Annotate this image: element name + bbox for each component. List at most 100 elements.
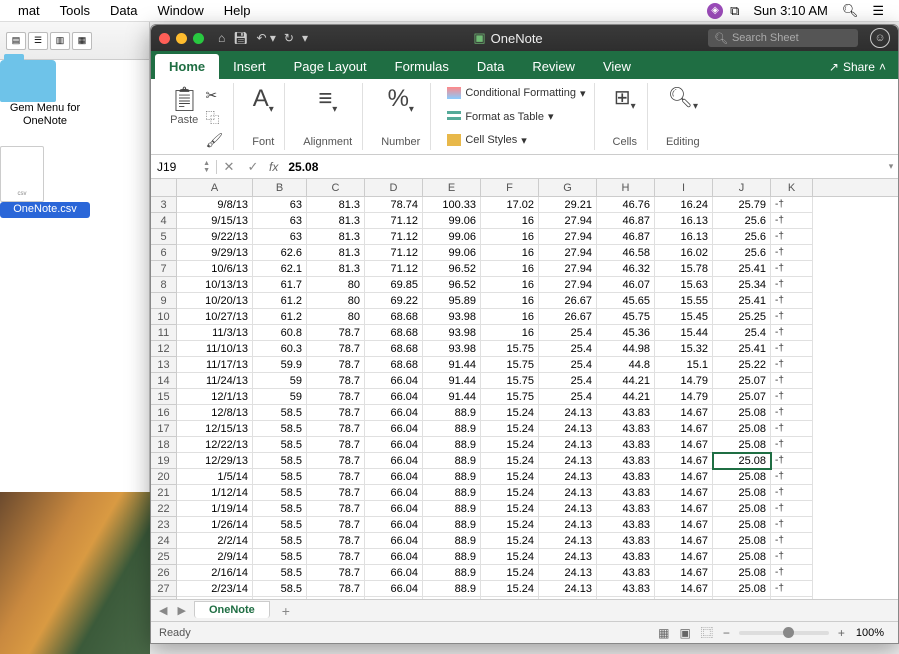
cell[interactable]: -† (771, 549, 813, 565)
cell[interactable]: 24.13 (539, 453, 597, 469)
col-header-H[interactable]: H (597, 179, 655, 196)
cell[interactable]: -† (771, 309, 813, 325)
cell[interactable]: 66.04 (365, 389, 423, 405)
cell[interactable]: 96.52 (423, 261, 481, 277)
cell[interactable]: 25.08 (713, 565, 771, 581)
tab-data[interactable]: Data (463, 54, 518, 79)
cell[interactable]: -† (771, 533, 813, 549)
home-icon[interactable]: ⌂ (218, 31, 225, 45)
cell[interactable]: 2/2/14 (177, 533, 253, 549)
cell[interactable]: 24.13 (539, 469, 597, 485)
cell[interactable]: 88.9 (423, 549, 481, 565)
cell[interactable]: 88.9 (423, 453, 481, 469)
cell[interactable]: 43.83 (597, 453, 655, 469)
cell[interactable]: 15.24 (481, 453, 539, 469)
row-header[interactable]: 15 (151, 389, 177, 405)
cell[interactable]: 25.41 (713, 341, 771, 357)
row-header[interactable]: 6 (151, 245, 177, 261)
cell[interactable]: 93.98 (423, 341, 481, 357)
cell[interactable]: 15.75 (481, 341, 539, 357)
cell[interactable]: 10/6/13 (177, 261, 253, 277)
cell[interactable]: 16 (481, 325, 539, 341)
cell[interactable]: 43.83 (597, 437, 655, 453)
cell[interactable]: -† (771, 389, 813, 405)
cell[interactable]: -† (771, 485, 813, 501)
cell[interactable]: 88.9 (423, 469, 481, 485)
name-box-stepper-icon[interactable]: ▲▼ (203, 160, 210, 174)
row-header[interactable]: 17 (151, 421, 177, 437)
cell[interactable]: 25.4 (539, 341, 597, 357)
cell[interactable]: 78.7 (307, 421, 365, 437)
tab-insert[interactable]: Insert (219, 54, 280, 79)
minimize-button[interactable] (176, 33, 187, 44)
cell[interactable]: 60.8 (253, 325, 307, 341)
cell[interactable]: 14.67 (655, 469, 713, 485)
cell[interactable]: 25.08 (713, 501, 771, 517)
cell[interactable]: 16.02 (655, 245, 713, 261)
cell[interactable]: 78.7 (307, 325, 365, 341)
cell[interactable]: 10/20/13 (177, 293, 253, 309)
cell[interactable]: -† (771, 437, 813, 453)
cell[interactable]: 24.13 (539, 565, 597, 581)
cell-styles-button[interactable]: Cell Styles ▾ (447, 132, 527, 148)
cell[interactable]: -† (771, 341, 813, 357)
cell[interactable]: 100.33 (423, 197, 481, 213)
cell[interactable]: 66.04 (365, 453, 423, 469)
redo-icon[interactable]: ↻ (284, 31, 294, 45)
cell[interactable]: 12/8/13 (177, 405, 253, 421)
cell[interactable]: 58.5 (253, 485, 307, 501)
fx-icon[interactable]: fx (265, 160, 282, 174)
cell[interactable]: 45.36 (597, 325, 655, 341)
view-gallery-button[interactable]: ▦ (72, 32, 92, 50)
col-header-I[interactable]: I (655, 179, 713, 196)
cell[interactable]: 58.5 (253, 501, 307, 517)
cell[interactable]: 16 (481, 309, 539, 325)
cell[interactable]: 58.5 (253, 549, 307, 565)
cell[interactable]: 78.74 (365, 197, 423, 213)
tab-page-layout[interactable]: Page Layout (280, 54, 381, 79)
cell[interactable]: 16 (481, 245, 539, 261)
cell[interactable]: 25.08 (713, 533, 771, 549)
cell[interactable]: 58.5 (253, 421, 307, 437)
cell[interactable]: 66.04 (365, 405, 423, 421)
cell[interactable]: 69.85 (365, 277, 423, 293)
cell[interactable]: 43.83 (597, 485, 655, 501)
displays-icon[interactable]: ⧉ (723, 3, 746, 19)
share-button[interactable]: ↗ Share ˄ (817, 55, 898, 79)
cell[interactable]: 25.08 (713, 469, 771, 485)
cell[interactable]: -† (771, 421, 813, 437)
cell[interactable]: 71.12 (365, 229, 423, 245)
cell[interactable]: 66.04 (365, 581, 423, 597)
tab-nav-next[interactable]: ▶ (175, 604, 187, 617)
cell[interactable]: -† (771, 581, 813, 597)
cell[interactable]: 88.9 (423, 421, 481, 437)
col-header-F[interactable]: F (481, 179, 539, 196)
cell[interactable]: 15.24 (481, 501, 539, 517)
tab-nav-prev[interactable]: ◀ (157, 604, 169, 617)
cell[interactable]: 25.6 (713, 229, 771, 245)
cell[interactable]: 2/23/14 (177, 581, 253, 597)
cell[interactable]: 88.9 (423, 437, 481, 453)
cell[interactable]: 25.25 (713, 309, 771, 325)
row-header[interactable]: 20 (151, 469, 177, 485)
zoom-slider[interactable] (739, 631, 829, 635)
cell[interactable]: 66.04 (365, 549, 423, 565)
cell[interactable]: 16.13 (655, 229, 713, 245)
cell[interactable]: 14.67 (655, 485, 713, 501)
cell[interactable]: 24.13 (539, 549, 597, 565)
cell[interactable]: 15.24 (481, 405, 539, 421)
cell[interactable]: 14.67 (655, 421, 713, 437)
cell[interactable]: 46.58 (597, 245, 655, 261)
cell[interactable]: 24.13 (539, 437, 597, 453)
cell[interactable]: 68.68 (365, 357, 423, 373)
cell[interactable]: -† (771, 565, 813, 581)
cell[interactable]: 78.7 (307, 373, 365, 389)
zoom-button[interactable] (193, 33, 204, 44)
cell[interactable]: 15.32 (655, 341, 713, 357)
cell[interactable]: 88.9 (423, 533, 481, 549)
menu-item[interactable]: Help (214, 3, 261, 18)
cell[interactable]: 27.94 (539, 261, 597, 277)
cell[interactable]: 58.5 (253, 453, 307, 469)
cell[interactable]: -† (771, 229, 813, 245)
cell[interactable]: 14.67 (655, 581, 713, 597)
